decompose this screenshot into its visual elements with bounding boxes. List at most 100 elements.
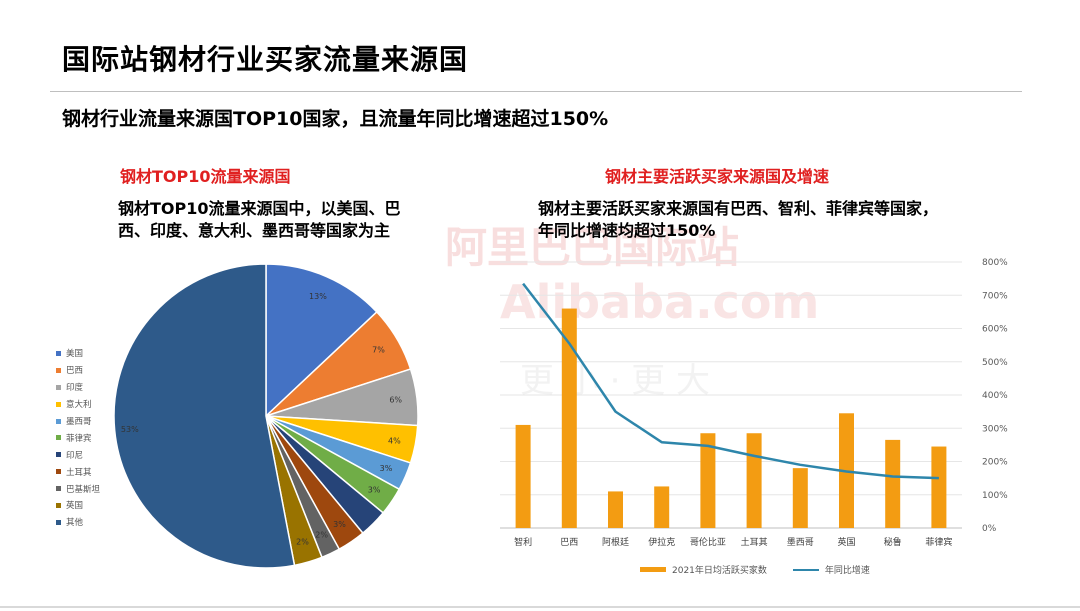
y-tick-6: 600%	[982, 325, 1008, 335]
pie-label-5: 3%	[368, 485, 381, 494]
legend-item-0: 美国	[56, 345, 100, 362]
x-tick-4: 哥伦比亚	[690, 536, 726, 548]
legend-swatch	[56, 350, 61, 356]
pie-label-1: 7%	[372, 345, 385, 354]
legend-line-swatch	[792, 568, 819, 571]
pie-label-10: 53%	[121, 425, 139, 434]
x-tick-3: 伊拉克	[648, 536, 675, 548]
legend-line-label: 年同比增速	[824, 566, 870, 576]
pie-label-2: 6%	[389, 396, 402, 405]
combo-legend: 2021年日均活跃买家数 年同比增速	[640, 563, 870, 576]
watermark-line1: 阿里巴巴国际站	[445, 223, 739, 272]
legend-bar-swatch	[640, 567, 666, 572]
pie-description-line1: 钢材TOP10流量来源国中，以美国、巴	[118, 199, 401, 218]
legend-swatch	[56, 384, 61, 390]
legend-swatch	[56, 452, 61, 458]
legend-label: 其他	[66, 518, 84, 529]
legend-item-8: 巴基斯坦	[56, 480, 100, 497]
combo-description: 钢材主要活跃买家来源国有巴西、智利、菲律宾等国家， 年同比增速均超过150%	[538, 198, 938, 242]
pie-label-9: 2%	[296, 538, 309, 547]
combo-section-title: 钢材主要活跃买家来源国及增速	[605, 167, 830, 186]
watermark-line2: Alibaba.com	[500, 275, 819, 329]
legend-item-5: 菲律宾	[56, 429, 100, 446]
legend-item-4: 墨西哥	[56, 413, 100, 430]
bar-4	[700, 433, 716, 528]
pie-label-8: 2%	[315, 530, 328, 539]
bar-8	[885, 439, 901, 528]
legend-item-7: 土耳其	[56, 463, 100, 480]
pie-label-3: 4%	[388, 436, 401, 445]
pie-label-0: 13%	[309, 292, 327, 301]
legend-bar-label: 2021年日均活跃买家数	[672, 566, 767, 576]
pie-slice-10	[113, 263, 296, 569]
combo-description-line2: 年同比增速均超过150%	[538, 221, 716, 240]
pie-chart: 13% 7% 6% 4% 3% 3% 3% 2% 2% 53%	[113, 263, 419, 569]
legend-label: 巴基斯坦	[66, 484, 101, 495]
y-tick-4: 400%	[982, 391, 1008, 401]
legend-swatch	[56, 486, 61, 492]
legend-swatch	[56, 469, 61, 475]
y-tick-1: 100%	[982, 491, 1008, 501]
x-tick-7: 英国	[837, 536, 855, 548]
x-tick-9: 菲律宾	[925, 536, 952, 548]
combo-chart: 0% 100% 200% 300% 400% 500% 600% 700% 800% 智利 巴西 阿根…	[500, 258, 1008, 548]
watermark-line3: 更 小 · 更 大	[520, 361, 710, 401]
legend-item-9: 英国	[56, 497, 100, 514]
page-subtitle: 钢材行业流量来源国TOP10国家，且流量年同比增速超过150%	[62, 108, 609, 130]
legend-label: 英国	[66, 501, 84, 512]
x-tick-6: 墨西哥	[787, 537, 814, 548]
y-tick-7: 700%	[982, 291, 1008, 301]
legend-swatch	[56, 401, 61, 407]
legend-swatch	[56, 519, 61, 525]
legend-bar: 2021年日均活跃买家数	[640, 563, 767, 576]
y-tick-8: 800%	[982, 258, 1008, 268]
legend-swatch	[56, 435, 61, 441]
pie-label-7: 3%	[333, 520, 346, 529]
bar-2	[608, 491, 623, 528]
y-tick-3: 300%	[982, 424, 1008, 434]
bar-6	[792, 468, 808, 528]
legend-swatch	[56, 367, 61, 373]
combo-description-line1: 钢材主要活跃买家来源国有巴西、智利、菲律宾等国家，	[538, 199, 939, 218]
y-tick-2: 200%	[982, 458, 1008, 468]
legend-label: 巴西	[66, 366, 84, 377]
pie-legend: 美国巴西印度意大利墨西哥菲律宾印尼土耳其巴基斯坦英国其他	[56, 345, 100, 531]
bar-3	[654, 486, 670, 528]
legend-item-1: 巴西	[56, 362, 100, 379]
pie-slice-0	[265, 263, 378, 418]
y-tick-5: 500%	[982, 358, 1008, 368]
x-tick-5: 土耳其	[741, 536, 768, 548]
legend-label: 墨西哥	[66, 417, 92, 427]
pie-label-4: 3%	[380, 464, 393, 473]
growth-line	[522, 282, 939, 480]
bottom-divider	[0, 606, 1080, 608]
legend-label: 土耳其	[66, 467, 92, 478]
x-tick-8: 秘鲁	[884, 536, 902, 548]
y-tick-0: 0%	[982, 524, 997, 534]
page-title: 国际站钢材行业买家流量来源国	[62, 43, 469, 76]
bar-5	[746, 433, 762, 528]
pie-description: 钢材TOP10流量来源国中，以美国、巴 西、印度、意大利、墨西哥等国家为主	[118, 198, 401, 242]
pie-description-line2: 西、印度、意大利、墨西哥等国家为主	[118, 221, 391, 240]
x-tick-2: 阿根廷	[602, 536, 629, 548]
legend-label: 意大利	[66, 400, 92, 411]
legend-item-6: 印尼	[56, 446, 100, 463]
bar-9	[931, 446, 947, 528]
x-tick-0: 智利	[514, 536, 532, 548]
legend-line: 年同比增速	[792, 563, 870, 576]
legend-swatch	[56, 418, 61, 424]
legend-swatch	[56, 502, 61, 508]
legend-label: 美国	[66, 349, 84, 360]
bar-0	[515, 424, 531, 528]
legend-label: 印度	[66, 383, 84, 394]
legend-item-10: 其他	[56, 514, 100, 531]
bar-1	[561, 308, 577, 528]
legend-label: 菲律宾	[66, 433, 92, 444]
x-tick-1: 巴西	[560, 537, 578, 548]
legend-item-3: 意大利	[56, 396, 100, 413]
legend-label: 印尼	[66, 450, 84, 461]
legend-item-2: 印度	[56, 379, 100, 396]
pie-section-title: 钢材TOP10流量来源国	[120, 167, 291, 186]
title-divider	[50, 91, 1022, 92]
